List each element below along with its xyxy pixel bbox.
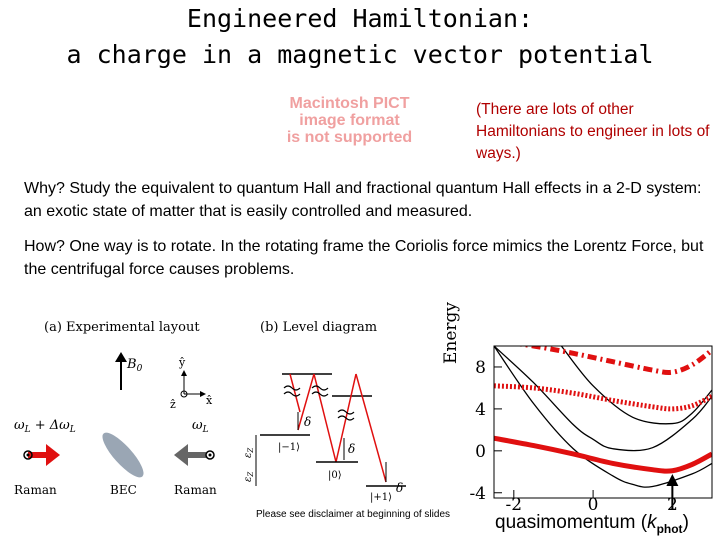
- y-tick-label: 8: [475, 358, 486, 378]
- y-tick-label: -4: [469, 484, 486, 504]
- disclaimer-text: Please see disclaimer at beginning of sl…: [256, 509, 450, 520]
- delta-1-label: δ: [304, 415, 311, 429]
- kphot-arrow-icon: [666, 474, 679, 510]
- energy-axis-label: Energy: [441, 302, 461, 364]
- eps-z-1-label: εZ: [243, 448, 255, 458]
- b0-label: B0: [126, 357, 143, 374]
- delta-3-label: δ: [396, 481, 403, 495]
- x-axis-label: x̂: [206, 394, 213, 407]
- state-zero-label: |0⟩: [328, 470, 342, 481]
- y-tick-label: 4: [475, 400, 486, 420]
- level-diagram-figure: (b) Level diagram δ δ δ |−1⟩ |0⟩ |+1⟩ εZ…: [243, 320, 406, 503]
- break-marks-icon: [283, 385, 355, 421]
- band-curve-2: [494, 346, 712, 452]
- state-plus-label: |+1⟩: [370, 492, 392, 503]
- y-axis-label: ŷ: [178, 356, 186, 369]
- plot-frame: [493, 345, 713, 499]
- band-curve-4: [494, 435, 712, 474]
- note-text: (There are lots of other Hamiltonians to…: [476, 101, 710, 162]
- why-paragraph: Why? Study the equivalent to quantum Hal…: [24, 180, 702, 220]
- band-curve-1: [494, 346, 712, 488]
- quasimomentum-label: quasimomentum (kphot): [495, 512, 689, 536]
- band-curve-3: [560, 346, 712, 425]
- right-raman-arrow-icon: [174, 444, 215, 466]
- title-line-2: a charge in a magnetic vector potential: [66, 40, 654, 69]
- x-tick-label: 0: [588, 495, 599, 510]
- bec-label: BEC: [110, 483, 137, 497]
- band-curve-6: [515, 346, 712, 375]
- experimental-layout-figure: (a) Experimental layout B0 ŷ ẑ x̂ ωL + Δ…: [14, 320, 217, 497]
- delta-2-label: δ: [348, 442, 355, 456]
- how-paragraph: How? One way is to rotate. In the rotati…: [24, 238, 704, 278]
- y-tick-label: 0: [475, 442, 486, 462]
- omega-right-label: ωL: [192, 418, 209, 435]
- z-axis-label: ẑ: [170, 398, 176, 411]
- bec-cloud-icon: [102, 432, 144, 478]
- state-minus-label: |−1⟩: [278, 442, 300, 453]
- omega-left-label: ωL + ΔωL: [14, 418, 76, 435]
- title-line-1: Engineered Hamiltonian:: [186, 4, 534, 33]
- x-tick-label: -2: [506, 495, 523, 510]
- eps-z-2-label: εZ: [243, 472, 255, 482]
- panel-b-label: (b) Level diagram: [260, 320, 377, 335]
- left-raman-arrow-icon: [23, 444, 60, 466]
- raman-left-label: Raman: [14, 483, 57, 497]
- panel-a-label: (a) Experimental layout: [44, 320, 200, 335]
- band-curve-5: [494, 383, 712, 412]
- pict-placeholder-image: Macintosh PICT image format is not suppo…: [286, 95, 413, 146]
- energy-chart: Energy 840-4 -202: [441, 302, 713, 510]
- raman-right-label: Raman: [174, 483, 217, 497]
